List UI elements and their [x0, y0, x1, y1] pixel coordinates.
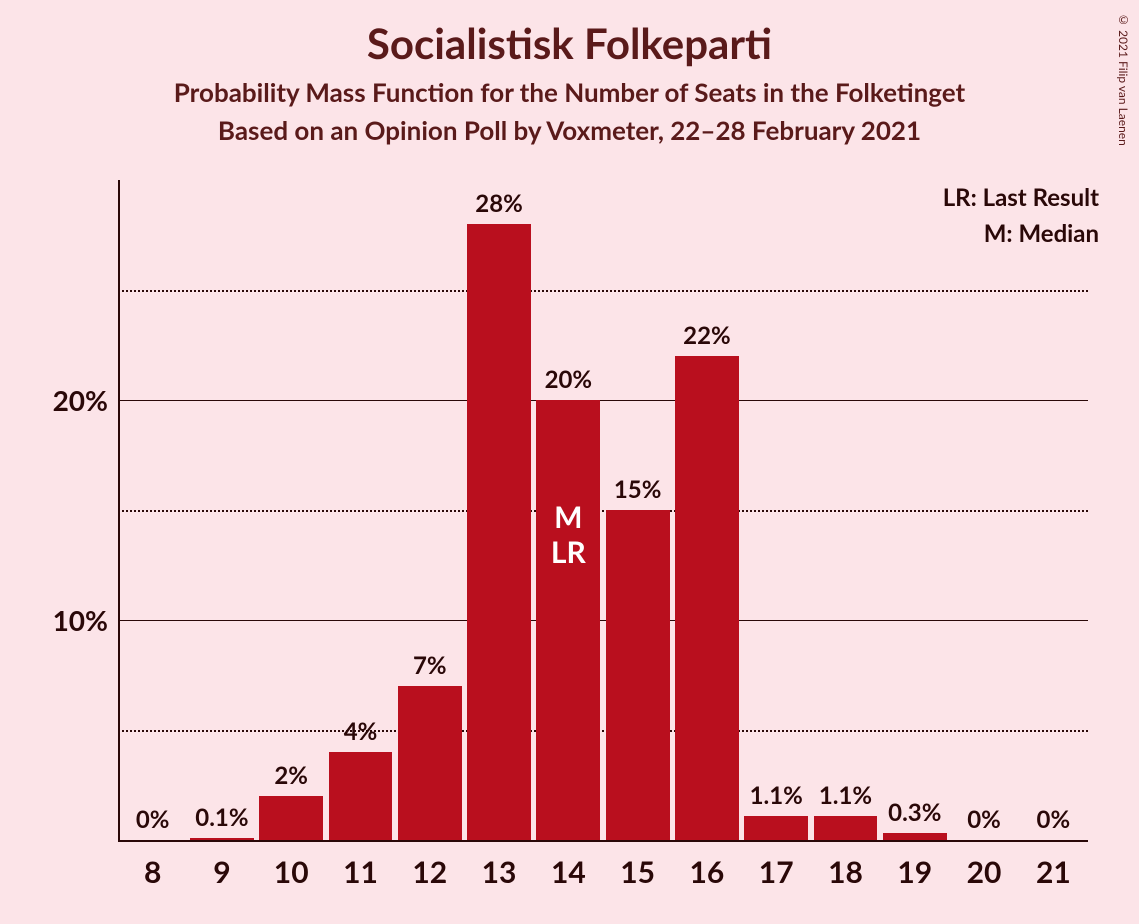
- x-axis-tick-label: 14: [551, 854, 586, 890]
- bar-fill: [675, 356, 739, 840]
- grid-minor: [118, 290, 1088, 292]
- x-axis-tick-label: 20: [967, 854, 1002, 890]
- bar-fill: [744, 816, 808, 840]
- grid-minor: [118, 510, 1088, 512]
- x-axis-tick-label: 17: [759, 854, 794, 890]
- bar-value-label: 2%: [274, 761, 308, 790]
- bar-value-label: 0%: [136, 805, 170, 834]
- bar: 1.1%: [744, 816, 808, 840]
- bar: 1.1%: [814, 816, 878, 840]
- x-axis-tick-label: 10: [274, 854, 309, 890]
- grid-minor: [118, 730, 1088, 732]
- bar-value-label: 1.1%: [819, 781, 872, 810]
- bar: 20%MLR: [536, 400, 600, 840]
- pmf-bar-chart: 10%20%0%80.1%92%104%117%1228%1320%MLR141…: [118, 180, 1088, 840]
- x-axis-tick-label: 12: [412, 854, 447, 890]
- bar-value-label: 20%: [545, 365, 593, 394]
- x-axis-tick-label: 21: [1036, 854, 1071, 890]
- bar-value-label: 1.1%: [750, 781, 803, 810]
- bar-fill: [398, 686, 462, 840]
- bar: 15%: [606, 510, 670, 840]
- title-block: Socialistisk Folkeparti Probability Mass…: [0, 0, 1139, 146]
- bar: 4%: [329, 752, 393, 840]
- chart-subtitle-1: Probability Mass Function for the Number…: [0, 76, 1139, 108]
- x-axis-tick-label: 11: [343, 854, 378, 890]
- bar: 22%: [675, 356, 739, 840]
- bar-value-label: 4%: [344, 717, 378, 746]
- bar-fill: [259, 796, 323, 840]
- bar-overlay-label: MLR: [551, 500, 586, 569]
- bar-value-label: 7%: [413, 651, 447, 680]
- bar: 7%: [398, 686, 462, 840]
- bar-value-label: 0.3%: [888, 798, 941, 827]
- x-axis-tick-label: 19: [897, 854, 932, 890]
- x-axis-line: [118, 840, 1088, 842]
- bar-value-label: 0%: [967, 805, 1001, 834]
- bar-value-label: 22%: [683, 321, 731, 350]
- x-axis-tick-label: 18: [828, 854, 863, 890]
- bar-fill: [467, 224, 531, 840]
- x-axis-tick-label: 13: [482, 854, 517, 890]
- bar-fill: [606, 510, 670, 840]
- y-axis-tick-label: 20%: [53, 383, 108, 417]
- bar-fill: [536, 400, 600, 840]
- x-axis-tick-label: 9: [213, 854, 230, 890]
- grid-major: [118, 620, 1088, 621]
- bar-value-label: 15%: [614, 475, 662, 504]
- bar-value-label: 28%: [475, 189, 523, 218]
- copyright-text: © 2021 Filip van Laenen: [1116, 12, 1131, 146]
- bar: 28%: [467, 224, 531, 840]
- bar-fill: [329, 752, 393, 840]
- bar: 0.1%: [190, 838, 254, 840]
- y-axis-tick-label: 10%: [53, 603, 108, 637]
- bar: 2%: [259, 796, 323, 840]
- x-axis-tick-label: 16: [690, 854, 725, 890]
- bar-fill: [883, 833, 947, 840]
- bar-value-label: 0%: [1037, 805, 1071, 834]
- bar: 0.3%: [883, 833, 947, 840]
- bar-fill: [814, 816, 878, 840]
- bar-value-label: 0.1%: [195, 803, 248, 832]
- chart-title: Socialistisk Folkeparti: [0, 18, 1139, 68]
- x-axis-tick-label: 15: [620, 854, 655, 890]
- x-axis-tick-label: 8: [144, 854, 161, 890]
- chart-subtitle-2: Based on an Opinion Poll by Voxmeter, 22…: [0, 114, 1139, 146]
- bar-fill: [190, 838, 254, 840]
- grid-major: [118, 400, 1088, 401]
